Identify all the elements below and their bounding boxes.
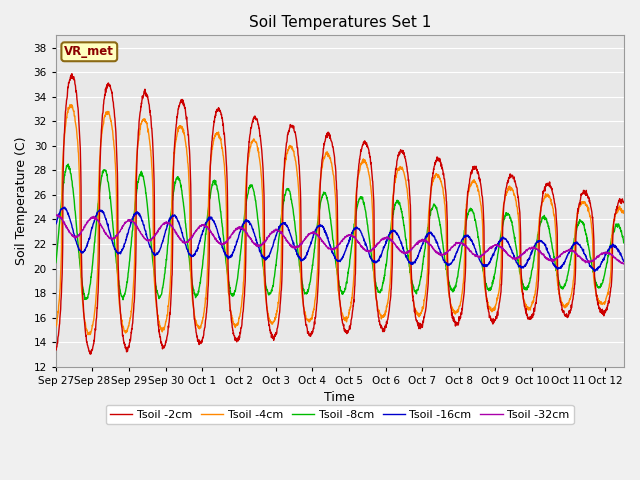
Tsoil -2cm [533,293,541,299]
Legend: Tsoil -2cm, Tsoil -4cm, Tsoil -8cm, Tsoil -16cm, Tsoil -32cm: Tsoil -2cm, Tsoil -4cm, Tsoil -8cm, Tsoi… [106,405,573,424]
Tsoil -8cm [600,273,608,279]
Tsoil -32cm [425,240,433,246]
Tsoil -2cm [86,349,93,355]
Line: Tsoil -32cm: Tsoil -32cm [56,215,624,264]
Tsoil -4cm [86,331,93,336]
Tsoil -32cm [52,213,60,219]
Tsoil -8cm [52,260,60,265]
Tsoil -4cm [86,332,94,337]
Tsoil -16cm [344,243,351,249]
Tsoil -8cm [344,274,351,280]
Line: Tsoil -2cm: Tsoil -2cm [56,74,624,354]
Tsoil -2cm [68,71,76,77]
Y-axis label: Soil Temperature (C): Soil Temperature (C) [15,137,28,265]
Tsoil -4cm [620,210,628,216]
Tsoil -4cm [52,324,60,330]
Tsoil -32cm [53,212,61,217]
Tsoil -4cm [68,102,76,108]
X-axis label: Time: Time [324,391,355,404]
Tsoil -32cm [532,246,540,252]
Tsoil -8cm [620,240,628,246]
Tsoil -32cm [408,247,415,252]
Tsoil -4cm [533,275,541,281]
Tsoil -32cm [620,261,627,267]
Tsoil -8cm [408,278,416,284]
Tsoil -16cm [52,221,60,227]
Text: VR_met: VR_met [65,45,114,58]
Tsoil -2cm [344,329,351,335]
Tsoil -16cm [620,258,628,264]
Tsoil -8cm [533,238,541,243]
Tsoil -8cm [119,297,127,302]
Tsoil -4cm [344,315,351,321]
Tsoil -16cm [61,204,68,210]
Tsoil -4cm [408,289,416,295]
Tsoil -16cm [86,235,93,241]
Line: Tsoil -16cm: Tsoil -16cm [56,207,624,271]
Tsoil -16cm [425,231,433,237]
Tsoil -2cm [408,280,416,286]
Tsoil -32cm [600,250,608,256]
Tsoil -2cm [426,228,433,234]
Line: Tsoil -8cm: Tsoil -8cm [56,164,624,300]
Tsoil -8cm [426,216,433,221]
Tsoil -32cm [620,261,628,266]
Tsoil -16cm [590,268,598,274]
Tsoil -4cm [600,300,608,305]
Tsoil -32cm [86,217,93,223]
Tsoil -2cm [600,309,608,315]
Tsoil -2cm [620,200,628,205]
Tsoil -2cm [86,351,94,357]
Tsoil -8cm [86,286,93,291]
Tsoil -4cm [426,204,433,210]
Line: Tsoil -4cm: Tsoil -4cm [56,105,624,335]
Tsoil -16cm [408,260,415,265]
Tsoil -16cm [600,255,608,261]
Title: Soil Temperatures Set 1: Soil Temperatures Set 1 [248,15,431,30]
Tsoil -32cm [344,232,351,238]
Tsoil -8cm [65,161,72,167]
Tsoil -16cm [532,240,540,245]
Tsoil -2cm [52,346,60,351]
